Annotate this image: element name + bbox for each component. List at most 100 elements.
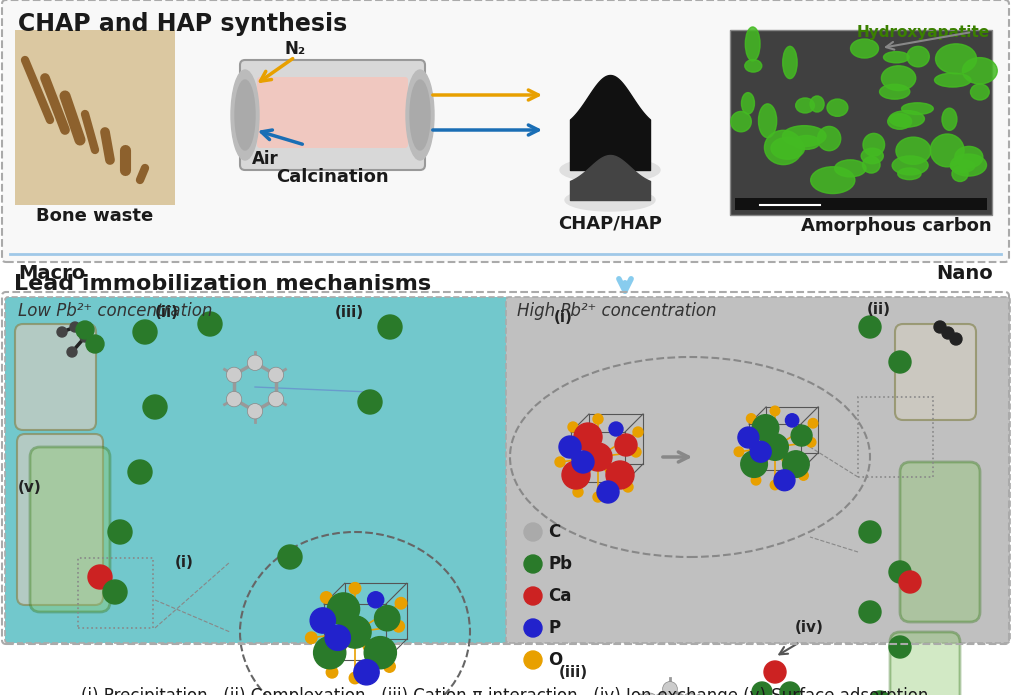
Ellipse shape bbox=[764, 131, 803, 165]
Ellipse shape bbox=[863, 133, 885, 156]
Circle shape bbox=[584, 443, 612, 471]
Circle shape bbox=[615, 434, 637, 456]
Text: (i) Precipitation   (ii) Complexation   (iii) Cation-π interaction   (iv) Ion-ex: (i) Precipitation (ii) Complexation (iii… bbox=[81, 687, 929, 695]
Circle shape bbox=[889, 351, 911, 373]
FancyBboxPatch shape bbox=[17, 434, 103, 605]
Ellipse shape bbox=[950, 154, 987, 176]
Circle shape bbox=[524, 587, 542, 605]
Text: Macro: Macro bbox=[18, 264, 85, 283]
Text: C: C bbox=[548, 523, 560, 541]
Circle shape bbox=[562, 461, 590, 489]
Text: Air: Air bbox=[252, 150, 278, 168]
Circle shape bbox=[573, 487, 583, 497]
Circle shape bbox=[133, 320, 157, 344]
Circle shape bbox=[226, 391, 242, 407]
Circle shape bbox=[328, 593, 360, 625]
Ellipse shape bbox=[882, 66, 916, 90]
Circle shape bbox=[358, 390, 382, 414]
Circle shape bbox=[559, 436, 581, 458]
Ellipse shape bbox=[560, 158, 660, 183]
Text: (ii): (ii) bbox=[867, 302, 891, 317]
Circle shape bbox=[128, 460, 152, 484]
Circle shape bbox=[643, 693, 657, 695]
Ellipse shape bbox=[862, 156, 881, 173]
Text: (iii): (iii) bbox=[335, 305, 364, 320]
Circle shape bbox=[524, 523, 542, 541]
FancyBboxPatch shape bbox=[895, 324, 976, 420]
Circle shape bbox=[339, 616, 371, 648]
Circle shape bbox=[783, 451, 809, 477]
FancyBboxPatch shape bbox=[257, 77, 408, 148]
Circle shape bbox=[859, 601, 881, 623]
Circle shape bbox=[368, 591, 384, 608]
Text: Hydroxyapatite: Hydroxyapatite bbox=[857, 25, 990, 40]
Ellipse shape bbox=[231, 70, 259, 160]
Circle shape bbox=[248, 355, 263, 370]
Circle shape bbox=[751, 475, 760, 485]
Circle shape bbox=[320, 591, 332, 603]
Circle shape bbox=[524, 651, 542, 669]
Circle shape bbox=[631, 447, 641, 457]
Text: (i): (i) bbox=[554, 310, 573, 325]
Ellipse shape bbox=[902, 103, 933, 115]
Ellipse shape bbox=[731, 111, 751, 132]
Circle shape bbox=[572, 451, 594, 473]
Ellipse shape bbox=[835, 160, 866, 177]
Ellipse shape bbox=[758, 104, 776, 138]
Text: (v): (v) bbox=[18, 480, 41, 495]
Circle shape bbox=[103, 580, 127, 604]
Circle shape bbox=[859, 316, 881, 338]
Ellipse shape bbox=[741, 92, 754, 114]
Ellipse shape bbox=[850, 39, 879, 58]
Circle shape bbox=[869, 691, 891, 695]
Circle shape bbox=[393, 621, 404, 632]
Ellipse shape bbox=[952, 166, 969, 181]
Circle shape bbox=[278, 545, 302, 569]
Circle shape bbox=[606, 461, 634, 489]
Circle shape bbox=[633, 427, 643, 437]
FancyBboxPatch shape bbox=[5, 297, 508, 643]
Circle shape bbox=[76, 321, 94, 339]
Circle shape bbox=[354, 660, 379, 685]
Ellipse shape bbox=[889, 111, 924, 127]
Circle shape bbox=[395, 598, 406, 609]
Circle shape bbox=[889, 561, 911, 583]
Circle shape bbox=[327, 667, 338, 678]
Circle shape bbox=[340, 609, 352, 621]
Text: P: P bbox=[548, 619, 560, 637]
Circle shape bbox=[605, 464, 615, 474]
Circle shape bbox=[67, 347, 77, 357]
Circle shape bbox=[752, 415, 778, 441]
FancyBboxPatch shape bbox=[735, 198, 987, 210]
Circle shape bbox=[764, 661, 786, 683]
Text: Bone waste: Bone waste bbox=[36, 207, 154, 225]
Circle shape bbox=[378, 315, 402, 339]
Circle shape bbox=[310, 608, 336, 633]
Circle shape bbox=[752, 682, 772, 695]
Circle shape bbox=[364, 637, 396, 669]
Circle shape bbox=[57, 327, 67, 337]
Circle shape bbox=[574, 423, 602, 451]
Circle shape bbox=[623, 482, 633, 492]
Circle shape bbox=[780, 682, 800, 695]
Ellipse shape bbox=[745, 27, 760, 61]
Ellipse shape bbox=[827, 99, 848, 116]
Circle shape bbox=[782, 454, 792, 463]
Ellipse shape bbox=[884, 51, 909, 63]
Circle shape bbox=[226, 367, 242, 383]
Circle shape bbox=[248, 404, 263, 419]
Circle shape bbox=[934, 321, 946, 333]
Circle shape bbox=[108, 520, 132, 544]
Circle shape bbox=[363, 640, 374, 651]
Ellipse shape bbox=[771, 138, 805, 159]
Ellipse shape bbox=[410, 80, 430, 150]
Circle shape bbox=[349, 582, 361, 594]
Ellipse shape bbox=[818, 126, 841, 151]
Ellipse shape bbox=[880, 84, 910, 99]
Circle shape bbox=[568, 422, 578, 432]
Ellipse shape bbox=[888, 114, 912, 129]
Circle shape bbox=[86, 335, 104, 353]
Circle shape bbox=[88, 565, 112, 589]
Circle shape bbox=[762, 428, 772, 437]
Circle shape bbox=[792, 425, 812, 446]
